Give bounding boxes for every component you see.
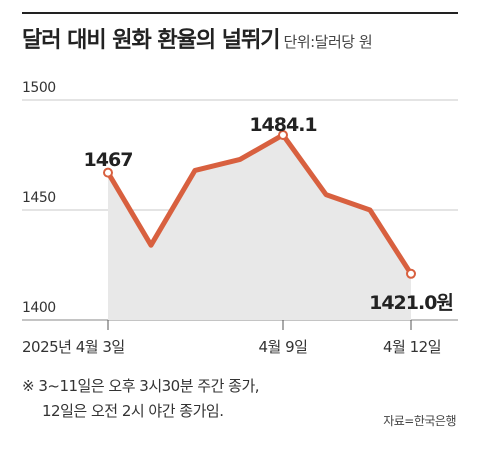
y-tick-label-1500: 1500 xyxy=(22,80,56,96)
data-label-4: 1484.1 xyxy=(249,114,316,136)
data-label-7: 1421.0원 xyxy=(369,292,453,314)
top-rule xyxy=(22,12,458,14)
x-tick-label-0: 2025년 4월 3일 xyxy=(22,338,125,356)
footnote-line-2: 12일은 오전 2시 야간 종가임. xyxy=(42,402,224,420)
y-tick-label-1450: 1450 xyxy=(22,190,56,206)
x-tick-label-2: 4월 12일 xyxy=(383,338,441,356)
series-line xyxy=(105,132,414,277)
data-point-marker-7 xyxy=(406,268,416,279)
unit-label: 단위:달러당 원 xyxy=(283,33,373,51)
footnote-line-1: ※ 3~11일은 오후 3시30분 주간 종가, xyxy=(22,377,260,395)
y-tick-label-1400: 1400 xyxy=(22,300,56,316)
data-point-marker-4 xyxy=(278,129,288,140)
data-label-0: 1467 xyxy=(84,149,133,171)
footnote: ※ 3~11일은 오후 3시30분 주간 종가, 12일은 오전 2시 야간 종… xyxy=(22,374,260,424)
chart-title: 달러 대비 원화 환율의 널뛰기 xyxy=(22,28,281,53)
source-label: 자료=한국은행 xyxy=(383,414,456,428)
data-point-marker-0 xyxy=(103,167,113,178)
area-fill xyxy=(108,134,411,320)
x-tick-label-1: 4월 9일 xyxy=(259,338,308,356)
line-chart: 1467 1484.1 1421.0원 1400 1450 1500 2025년 4월 3… xyxy=(22,80,458,356)
chart-title-block: 달러 대비 원화 환율의 널뛰기 단위:달러당 원 xyxy=(22,22,373,54)
